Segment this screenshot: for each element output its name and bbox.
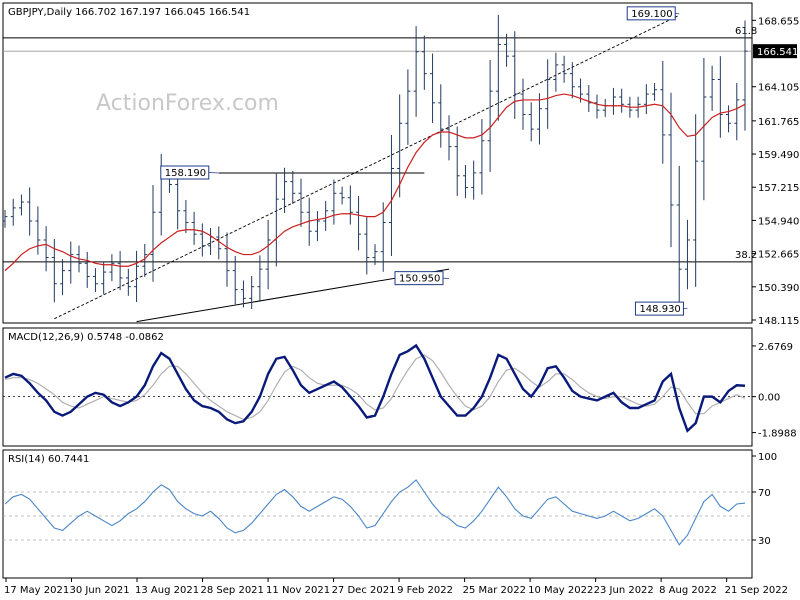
x-axis-label: 28 Sep 2021 xyxy=(201,585,264,596)
x-axis-label: 30 Jun 2021 xyxy=(70,585,130,596)
x-axis-label: 25 Mar 2022 xyxy=(463,585,526,596)
price-y-tick-label: 164.105 xyxy=(758,83,799,94)
x-axis-label: 11 Nov 2021 xyxy=(266,585,330,596)
price-y-tick-label: 152.665 xyxy=(758,250,799,261)
rsi-panel xyxy=(2,449,753,579)
callout-label-150.950: 150.950 xyxy=(399,274,440,285)
x-axis-label: 8 Aug 2022 xyxy=(659,585,717,596)
callout-label-169.100: 169.100 xyxy=(631,9,672,20)
price-y-tick-label: 161.765 xyxy=(758,117,799,128)
macd-y-tick-label: -1.8988 xyxy=(758,429,797,440)
rsi-y-tick-label: 100 xyxy=(758,452,777,463)
callout-connector-148.930 xyxy=(683,307,688,310)
callout-connector-158.190 xyxy=(208,172,219,174)
x-axis-label: 13 Aug 2021 xyxy=(135,585,199,596)
callout-label-158.190: 158.190 xyxy=(165,168,206,179)
rsi-y-tick-label: 70 xyxy=(758,488,771,499)
watermark: ActionForex.com xyxy=(96,91,279,116)
callout-connector-169.100 xyxy=(675,12,680,15)
macd-y-tick-label: 2.6769 xyxy=(758,342,793,353)
price-y-tick-label: 157.215 xyxy=(758,183,799,194)
macd-header: MACD(12,26,9) 0.5748 -0.0862 xyxy=(8,332,164,343)
last-price-tag xyxy=(753,44,797,59)
x-axis-label: 23 Jun 2022 xyxy=(594,585,654,596)
macd-series-group xyxy=(3,343,752,433)
price-y-tick-label: 150.390 xyxy=(758,283,799,294)
fib-level-label-38.2: 38.2 xyxy=(735,250,757,261)
rsi-y-tick-label: 30 xyxy=(758,536,771,547)
x-axis-label: 21 Sep 2022 xyxy=(725,585,788,596)
price-y-tick-label: 148.115 xyxy=(758,316,799,327)
last-price-tag-label: 166.541 xyxy=(757,47,798,58)
rsi-line xyxy=(4,479,746,546)
x-axis-label: 27 Dec 2021 xyxy=(332,585,396,596)
axes-group: 168.655 166.541 164.105 161.765 159.490 157.2… xyxy=(4,16,799,596)
price-y-tick-label: 154.940 xyxy=(758,216,799,227)
macd-panel xyxy=(2,327,753,447)
price-y-tick-label: 159.490 xyxy=(758,150,799,161)
x-axis-label: 17 May 2021 xyxy=(4,585,69,596)
fib-level-label-61.8: 61.8 xyxy=(735,26,757,37)
x-axis-label: 10 May 2022 xyxy=(528,585,593,596)
dashed-channel-line xyxy=(54,14,680,320)
callout-label-148.930: 148.930 xyxy=(639,304,680,315)
rsi-series-group xyxy=(3,479,752,546)
price-y-tick-label: 168.655 xyxy=(758,16,799,27)
rsi-header: RSI(14) 60.7441 xyxy=(8,454,89,465)
callout-connector-150.950 xyxy=(442,277,450,280)
moving-average-line xyxy=(4,93,746,272)
x-axis-label: 9 Feb 2022 xyxy=(397,585,453,596)
main-header: GBPJPY,Daily 166.702 167.197 166.045 166… xyxy=(8,7,250,18)
macd-line xyxy=(4,343,746,433)
price-series-group: 61.8 38.2 169.100 158.190 150.950 148.930 xyxy=(2,6,757,323)
macd-y-tick-label: 0.00 xyxy=(758,393,780,404)
